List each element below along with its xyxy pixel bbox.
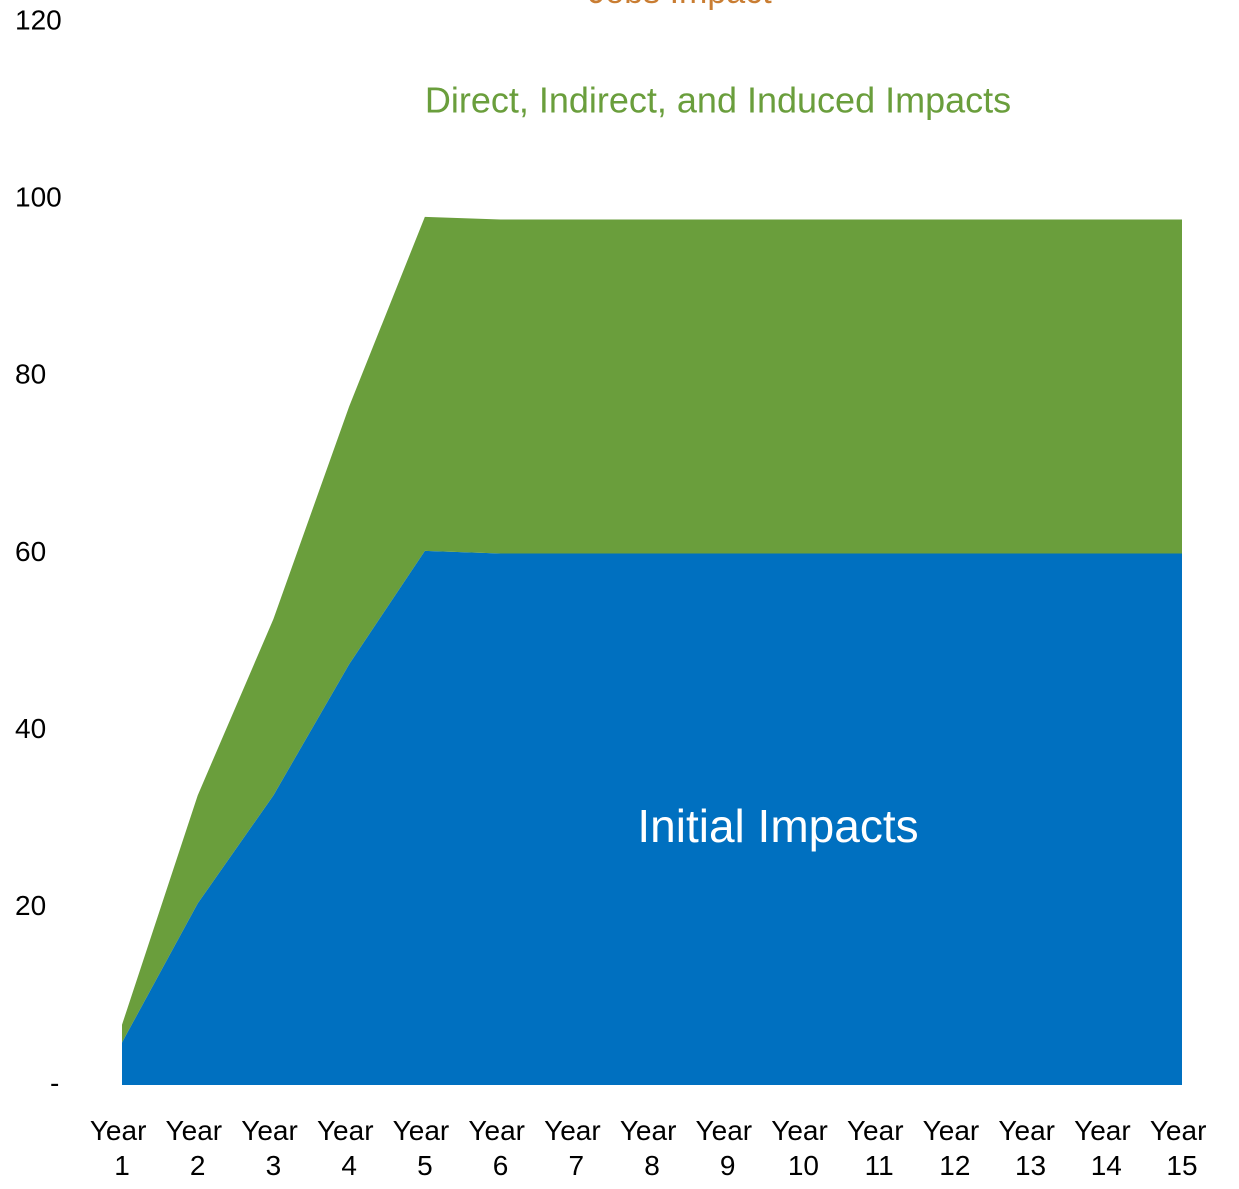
x-tick-label: Year 9: [696, 1115, 760, 1181]
x-tick-label: Year 12: [923, 1115, 987, 1181]
y-tick-label: -: [50, 1067, 59, 1098]
y-tick-label: 80: [15, 359, 46, 390]
x-tick-label: Year 3: [241, 1115, 305, 1181]
x-tick-label: Year 8: [620, 1115, 684, 1181]
series-label: Direct, Indirect, and Induced Impacts: [425, 80, 1011, 121]
x-tick-label: Year 14: [1074, 1115, 1138, 1181]
area: [122, 216, 1182, 1043]
x-tick-label: Year 10: [771, 1115, 835, 1181]
y-tick-label: 20: [15, 890, 46, 921]
y-tick-label: 100: [15, 182, 62, 213]
x-tick-label: Year 13: [998, 1115, 1062, 1181]
y-tick-label: 60: [15, 536, 46, 567]
x-tick-label: Year 5: [393, 1115, 457, 1181]
x-tick-label: Year 6: [468, 1115, 532, 1181]
x-tick-label: Year 7: [544, 1115, 608, 1181]
x-tick-label: Year 1: [90, 1115, 154, 1181]
y-tick-label: 40: [15, 713, 46, 744]
y-tick-label: 120: [15, 4, 62, 35]
x-tick-label: Year 4: [317, 1115, 381, 1181]
x-tick-label: Year 15: [1150, 1115, 1214, 1181]
x-tick-label: Year 11: [847, 1115, 911, 1181]
chart-title: Jobs Impact: [588, 0, 772, 11]
x-tick-label: Year 2: [166, 1115, 230, 1181]
area: [122, 550, 1182, 1085]
series-label: Initial Impacts: [637, 800, 918, 852]
